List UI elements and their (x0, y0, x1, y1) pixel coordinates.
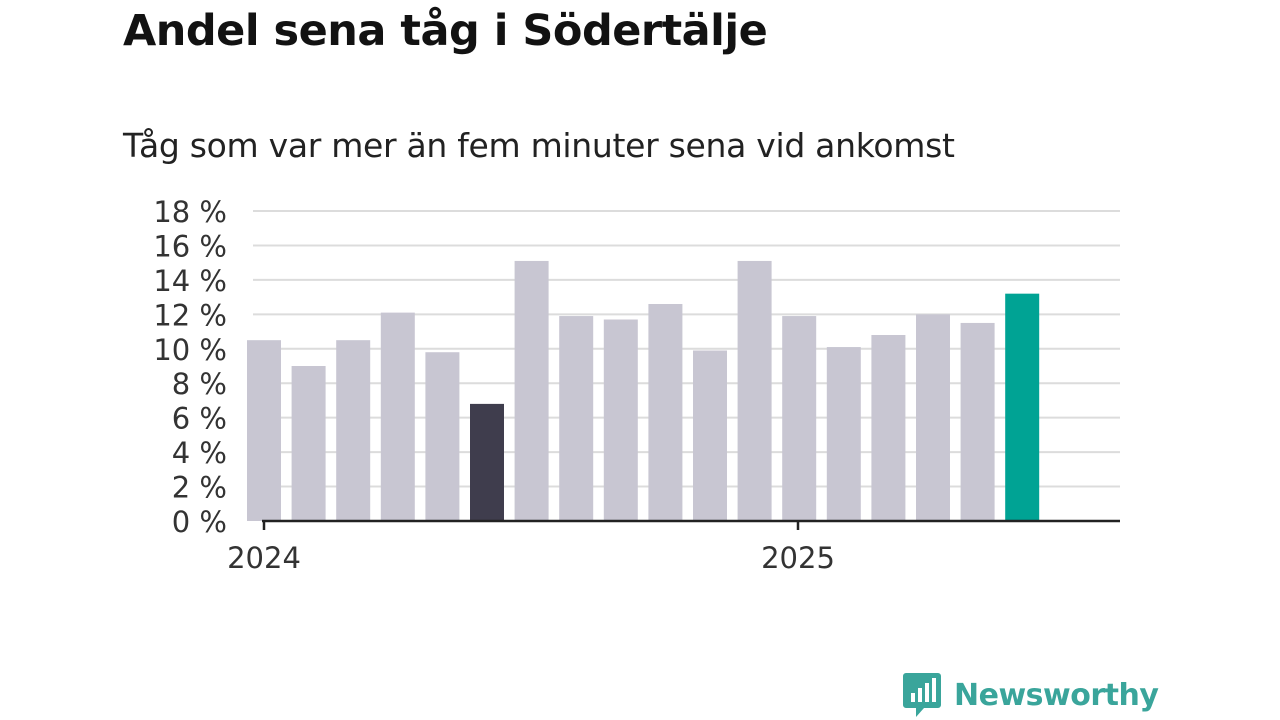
y-tick-label: 16 % (153, 229, 227, 263)
y-tick-label: 8 % (172, 367, 227, 401)
bar (559, 316, 594, 521)
bar (514, 260, 549, 521)
bars (247, 260, 1040, 521)
y-tick-label: 14 % (153, 264, 227, 298)
y-tick-label: 4 % (172, 436, 227, 470)
bar (782, 316, 817, 521)
bar (380, 312, 415, 521)
x-axis: 2024 2025 (227, 519, 1120, 575)
bar (916, 314, 950, 521)
x-tick-label: 2025 (761, 541, 835, 575)
y-tick-label: 12 % (153, 298, 227, 332)
bar (470, 403, 504, 521)
newsworthy-logo: Newsworthy (902, 670, 1159, 720)
bar (336, 340, 371, 521)
x-tick-label: 2024 (227, 541, 301, 575)
newsworthy-logo-icon (903, 673, 941, 717)
bar (247, 340, 281, 521)
y-tick-label: 6 % (172, 402, 227, 436)
bar (648, 304, 683, 521)
y-tick-label: 10 % (153, 333, 227, 367)
bar (960, 322, 995, 521)
bar (603, 319, 638, 521)
newsworthy-logo-text: Newsworthy (954, 677, 1159, 713)
y-axis-tick-labels: 0 %2 %4 %6 %8 %10 %12 %14 %16 %18 % (153, 195, 227, 539)
y-tick-label: 2 % (172, 471, 227, 505)
y-tick-label: 0 % (172, 505, 227, 539)
bar (871, 335, 906, 521)
bar (291, 366, 326, 521)
chart-title: Andel sena tåg i Södertälje (123, 6, 768, 56)
bar (425, 352, 460, 521)
bar (693, 350, 727, 521)
bar (737, 260, 772, 521)
bar (826, 347, 861, 521)
y-tick-label: 18 % (153, 195, 227, 229)
chart-subtitle: Tåg som var mer än fem minuter sena vid … (123, 126, 955, 165)
bar (1005, 293, 1040, 521)
